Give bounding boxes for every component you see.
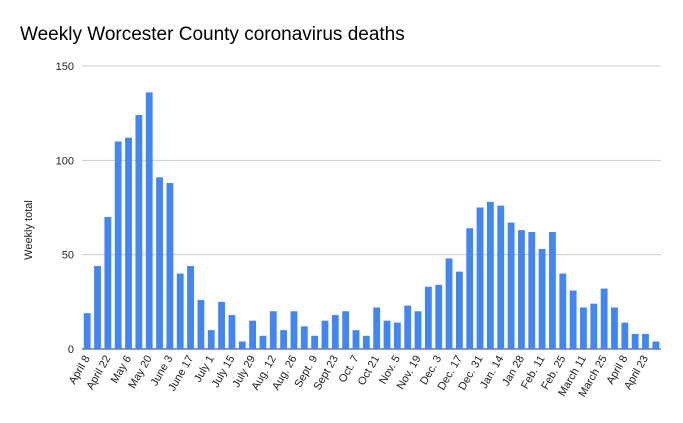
y-axis-label: Weekly total [23,200,35,260]
bar [249,320,257,349]
bar [321,320,329,349]
bar [311,335,319,349]
bar [559,273,567,349]
bar [549,232,556,349]
bar [259,335,267,349]
bar [114,141,122,349]
bar [590,303,598,349]
y-tick-label: 0 [68,344,74,356]
bar [269,311,277,349]
bar [207,330,215,349]
bar [486,201,494,349]
bar [518,230,525,349]
bar [166,182,174,349]
y-tick-label: 100 [56,155,74,167]
bar [342,311,350,349]
bar [300,326,308,349]
bar [528,232,536,349]
bar [197,299,205,349]
bar [238,341,246,349]
y-tick-label: 150 [56,61,74,73]
bar [280,330,288,349]
bar [218,301,225,349]
bar [652,341,660,349]
bar [331,315,339,349]
bar [569,290,577,349]
bar [497,205,505,349]
bar [290,311,298,349]
bar [176,273,184,349]
bar [507,222,515,349]
bar [538,249,546,349]
bar [352,330,360,349]
bar [404,305,412,349]
bar [455,271,463,349]
bar [466,228,474,349]
bar [631,333,639,349]
bar [83,313,91,349]
bar [362,335,370,349]
bar [383,320,391,349]
bar [580,307,587,349]
bar [424,286,432,349]
bar [414,311,422,349]
bar [393,322,401,349]
bar [145,92,153,349]
bar [187,265,194,349]
bar [156,177,163,349]
y-tick-label: 50 [62,250,74,262]
bar [125,137,132,349]
bar [435,284,443,349]
bar [135,115,143,349]
bar [94,265,101,349]
bar [476,207,484,349]
bar [642,333,649,349]
chart-title: Weekly Worcester County coronavirus deat… [20,24,405,45]
bar [373,307,381,349]
bar [104,216,112,349]
bar [228,315,236,349]
bar [621,322,629,349]
bar [611,307,618,349]
bar [600,288,608,349]
bar [445,258,453,349]
